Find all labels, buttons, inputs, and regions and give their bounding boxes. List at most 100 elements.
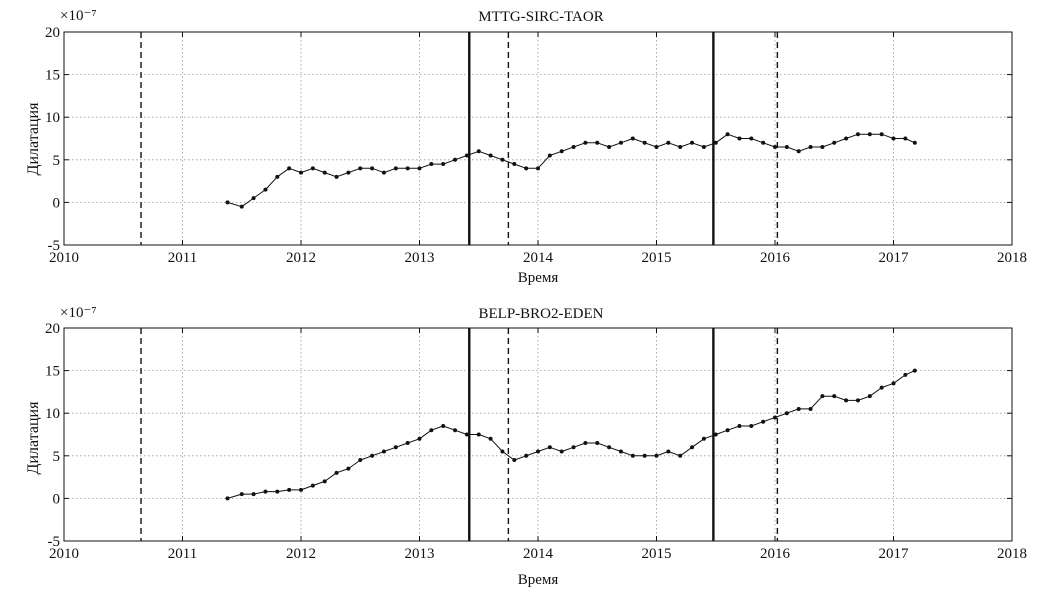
data-point [832,140,837,145]
data-point [808,406,813,411]
data-point [820,394,825,399]
x-tick-label: 2016 [760,250,791,266]
data-point [630,453,635,458]
data-point [583,441,588,446]
data-series-line [227,370,916,499]
x-tick-label: 2016 [760,546,791,562]
x-tick-label: 2012 [286,546,316,562]
data-point [749,423,754,428]
y-axis-multiplier: ×10⁻⁷ [60,305,97,321]
data-point [773,145,777,150]
y-axis-label: Дилатация [25,102,42,176]
data-point [595,140,600,145]
data-point [891,381,896,386]
data-point [225,496,230,501]
data-point [725,132,730,137]
data-point [547,445,552,450]
y-tick-label: 5 [53,153,61,169]
x-tick-label: 2013 [405,546,435,562]
data-point [405,166,410,171]
data-point [381,170,386,175]
data-point [784,145,789,150]
data-point [251,196,256,201]
data-point [441,162,446,167]
chart-panel-mttg-sirc-taor: 2010 2011 2012 2013 2014 2015 2016 2017 2018-505… [25,8,1027,286]
data-point [761,140,766,145]
data-point [524,166,529,171]
y-tick-label: 5 [53,449,61,465]
data-point [225,200,230,205]
x-tick-label: 2015 [642,250,672,266]
y-axis-label: Дилатация [25,401,42,475]
y-axis-multiplier: ×10⁻⁷ [60,8,97,24]
data-point [607,145,612,150]
chart-panel-belp-bro2-eden: 2010 2011 2012 2013 2014 2015 2016 2017 2018-505… [25,305,1027,588]
data-point [500,157,505,162]
y-tick-label: 15 [45,364,60,380]
y-tick-label: 20 [45,25,60,41]
y-tick-label: 10 [45,406,60,422]
data-point [618,140,623,145]
data-point [393,445,398,450]
data-series-line [227,133,916,208]
data-point [239,492,244,497]
data-point [488,436,493,441]
data-point [642,453,647,458]
x-tick-label: 2018 [997,250,1027,266]
data-point [607,445,612,450]
data-point [310,166,315,171]
data-point [678,145,683,150]
data-point [287,487,292,492]
data-point [654,145,659,150]
data-point [867,394,872,399]
x-axis-label: Время [518,572,559,588]
data-point [690,140,695,145]
data-point [429,162,434,167]
data-point [595,441,600,446]
x-tick-label: 2014 [523,546,554,562]
x-tick-label: 2014 [523,250,554,266]
data-point [713,432,718,437]
y-tick-label: -5 [48,534,61,550]
data-point [690,445,695,450]
data-point [761,419,766,424]
y-tick-label: 0 [53,195,61,211]
data-point [464,432,469,437]
y-tick-label: 0 [53,491,61,507]
y-tick-label: 15 [45,68,60,84]
data-point [287,166,292,171]
plot-area: 2010 2011 2012 2013 2014 2015 2016 2017 2018-505… [45,25,1027,266]
data-point [500,449,505,454]
data-point [855,132,860,137]
data-point [346,170,351,175]
data-point [737,136,742,141]
data-point [512,162,517,167]
data-point [844,136,849,141]
x-tick-label: 2012 [286,250,316,266]
data-point [429,428,434,433]
data-point [879,385,884,390]
data-point [536,449,540,454]
data-point [358,458,363,463]
data-point [263,489,268,494]
data-point [358,166,363,171]
data-point [737,423,742,428]
data-point [583,140,588,145]
data-point [275,489,280,494]
chart-title: MTTG-SIRC-TAOR [478,9,603,25]
data-point [666,140,671,145]
x-tick-label: 2018 [997,546,1027,562]
data-point [310,483,315,488]
data-point [559,449,564,454]
data-point [749,136,754,141]
data-point [618,449,623,454]
data-point [476,149,481,154]
data-point [559,149,564,154]
data-point [784,411,789,416]
x-tick-label: 2011 [168,250,197,266]
data-point [512,458,517,463]
x-axis-label: Время [518,270,559,286]
data-point [299,170,303,175]
data-point [820,145,825,150]
data-point [571,145,576,150]
